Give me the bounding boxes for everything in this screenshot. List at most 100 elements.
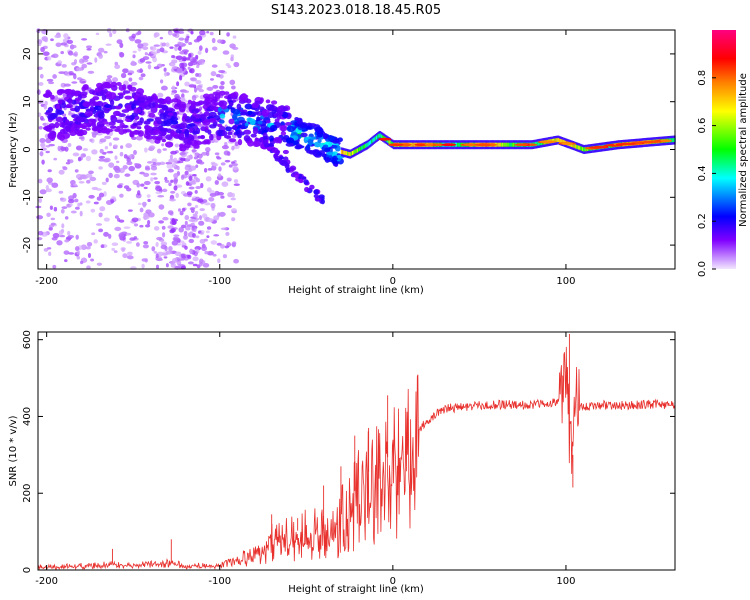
spectrogram-ridge-blob [89, 89, 96, 95]
spectrogram-speckle [85, 155, 92, 162]
spectrogram-band-core [360, 146, 362, 151]
spectrogram-speckle [165, 42, 170, 48]
spectrogram-speckle [116, 160, 120, 164]
spectrogram-ridge-blob [252, 140, 261, 148]
spectrogram-speckle [192, 256, 199, 262]
spectrogram-speckle [171, 162, 177, 168]
spectrogram-speckle [143, 172, 150, 178]
spectrogram-speckle [191, 180, 197, 185]
spectrogram-speckle [142, 46, 149, 51]
spectrogram-band-peak [474, 143, 491, 147]
spectrogram-speckle [78, 180, 85, 184]
spectrogram-speckle [48, 251, 52, 257]
spectrogram-ridge-blob [74, 105, 81, 113]
spectrogram-speckle [144, 52, 148, 56]
spectrogram-speckle [147, 53, 154, 57]
spectrogram-ridge-blob [294, 145, 301, 150]
spectrogram-ridge-blob [50, 132, 57, 139]
spectrogram-speckle [38, 178, 43, 184]
spectrogram-ridge-blob [144, 129, 154, 136]
spectrogram-ridge-blob [241, 94, 249, 98]
colorbar-ticks: 0.0 0.2 0.4 0.6 0.8 [697, 70, 716, 277]
spectrogram-ridge-blob [184, 118, 193, 123]
spectrogram-speckle [192, 173, 197, 177]
spectrogram-speckle [85, 200, 91, 204]
spectrogram-speckle [202, 199, 208, 204]
spectrogram-speckle [231, 192, 236, 198]
spectrogram-ridge-blob [177, 133, 185, 140]
spectrogram-band-peak [463, 143, 479, 147]
spectrogram-ridge-blob [239, 111, 248, 116]
spectrogram-speckle [157, 92, 164, 98]
spectrogram-band-peak [539, 140, 558, 144]
spectrogram-speckle [220, 162, 226, 166]
spectrogram-ridge-blob [125, 115, 132, 119]
spectrogram-speckle [81, 63, 88, 69]
spectrogram-speckle [155, 253, 159, 259]
spectrogram-speckle [232, 165, 239, 171]
spectrogram-ridge-blob [191, 108, 199, 114]
spectrogram-band-core [344, 150, 347, 155]
colorbar-tick-label: 0.4 [697, 165, 708, 181]
spectrogram-branch-blob [293, 172, 300, 179]
spectrogram-speckle [195, 164, 199, 169]
spectrogram-speckle [153, 32, 158, 38]
spectrogram-speckle [122, 253, 128, 259]
spectrogram-ridge-blob [165, 141, 174, 148]
spectrogram-ridge-blob [118, 128, 125, 135]
spectrogram-ridge-blob [326, 151, 333, 156]
spectrogram-speckle [88, 170, 94, 175]
spectrogram-speckle [201, 245, 208, 252]
spectrogram-branch-blob [288, 167, 295, 171]
spectrogram-speckle [44, 100, 48, 106]
spectrogram-band-core [380, 134, 383, 139]
spectrogram-speckle [172, 33, 177, 37]
spectrogram-speckle [76, 77, 83, 81]
spectrogram-band-core [579, 146, 582, 151]
spectrogram-speckle [181, 207, 186, 212]
spectrogram-ridge-blob [55, 116, 64, 123]
snr-plot-area [38, 332, 675, 570]
spectrogram-speckle [73, 73, 77, 80]
spectrogram-ridge-blob [112, 110, 121, 117]
spectrogram-speckle [123, 226, 131, 230]
spectrogram-speckle [72, 183, 77, 187]
spectrogram-speckle [77, 202, 81, 207]
spectrogram-speckle [185, 181, 190, 186]
spectrogram-speckle [189, 165, 197, 171]
spectrogram-speckle [186, 191, 193, 196]
spectrogram-speckle [119, 52, 125, 58]
spectrogram-ridge-blob [211, 102, 218, 107]
spectrogram-speckle [130, 81, 138, 86]
spectrogram-ridge-blob [103, 81, 112, 89]
spectrogram-speckle [191, 149, 198, 153]
spectrogram-speckle [133, 223, 139, 227]
spectrogram-speckle [181, 56, 187, 62]
spectrogram-ridge-blob [328, 141, 333, 146]
spectrogram-speckle [188, 41, 193, 46]
spectrogram-speckle [59, 234, 66, 238]
spectrogram-band-core [456, 142, 458, 147]
spectrogram-speckle [118, 219, 125, 223]
spectrogram-ridge-blob [316, 152, 323, 156]
spectrogram-speckle [213, 234, 220, 237]
spectrogram-speckle [74, 246, 80, 252]
spectrogram-speckle [170, 190, 176, 194]
spectrogram-band-core [556, 138, 559, 143]
spectrogram-band-core [498, 142, 500, 147]
spectrogram-ridge-blob [130, 86, 137, 92]
spectrogram-ridge-blob [81, 129, 88, 136]
spectrogram-ridge-blob [57, 99, 63, 104]
spectrogram-speckle [127, 209, 133, 212]
spectrogram-band-core [353, 150, 355, 155]
spectrogram-speckle [219, 211, 225, 218]
spectrogram-speckle [199, 208, 205, 212]
spectrogram-ridge-blob [225, 126, 232, 132]
spectrogram-speckle [116, 39, 123, 44]
spectrogram-speckle [114, 155, 118, 160]
spectrogram-speckle [39, 151, 44, 157]
spectrogram-speckle [189, 231, 193, 234]
spectrogram-ridge-blob [170, 124, 178, 129]
spectrogram-ridge-blob [143, 120, 151, 125]
spectrogram-speckle [184, 245, 188, 250]
